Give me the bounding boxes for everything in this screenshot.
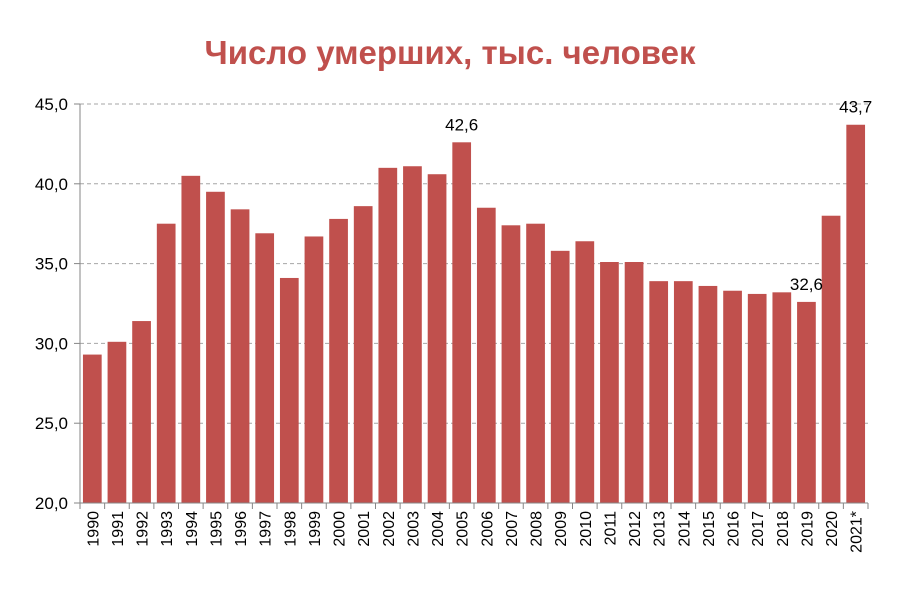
x-tick-label: 1995 [208,511,225,547]
bar-2015 [698,285,718,503]
bar-2010 [575,241,595,504]
bar-1996 [230,209,250,503]
x-tick-label: 2010 [578,511,595,547]
bar-1997 [255,233,275,503]
x-tick-label: 2008 [529,511,546,547]
bar-2006 [476,207,496,504]
bar-2019 [797,301,816,503]
bar-2004 [427,174,447,503]
x-tick-label: 2000 [332,511,349,547]
bar-2014 [673,281,693,503]
y-tick-label: 20,0 [35,494,68,513]
data-label: 43,7 [839,98,872,117]
x-tick-label: 2003 [405,511,422,547]
x-tick-label: 2018 [775,511,792,547]
bar-1994 [181,175,201,503]
x-tick-label: 1999 [307,511,324,547]
x-tick-label: 2013 [652,511,669,547]
chart-title: Число умерших, тыс. человек [204,34,696,71]
data-label: 42,6 [445,115,478,134]
x-tick-label: 1996 [233,511,250,547]
bar-2002 [378,167,398,503]
x-tick-label: 2002 [381,511,398,547]
bar-1998 [279,277,299,503]
x-tick-label: 1998 [282,511,299,547]
bar-1999 [304,236,324,503]
x-tick-label: 2004 [430,511,447,547]
bar-1991 [107,341,127,503]
bar-2008 [526,223,545,503]
bar-1995 [206,191,225,503]
bar-2001 [353,206,373,504]
bar-2009 [550,250,570,503]
x-tick-label: 2017 [750,511,767,547]
bar-1992 [132,321,151,503]
x-tick-label: 2006 [479,511,496,547]
x-tick-label: 1997 [258,511,275,547]
x-tick-label: 2001 [356,511,373,547]
x-tick-label: 2005 [455,511,472,547]
y-tick-label: 40,0 [35,175,68,194]
x-tick-label: 1994 [184,511,201,547]
x-tick-label: 2020 [824,511,841,547]
data-label: 32,6 [790,275,823,294]
x-tick-label: 2016 [726,511,743,547]
bar-2018 [772,292,792,503]
y-tick-label: 30,0 [35,334,68,353]
bar-2011 [600,262,619,503]
bar-2013 [649,281,669,503]
x-tick-label: 2012 [627,511,644,547]
x-tick-label: 2011 [602,511,619,546]
y-tick-label: 35,0 [35,255,68,274]
x-tick-label: 1992 [135,511,152,547]
y-tick-label: 45,0 [35,95,68,114]
bar-2000 [329,218,348,504]
bar-2005 [452,142,472,503]
bar-2021* [846,124,866,504]
x-tick-label: 1991 [110,511,127,547]
bar-2017 [747,293,767,503]
x-tick-label: 1993 [159,511,176,547]
x-tick-label: 2007 [504,511,521,547]
bar-2012 [624,262,644,503]
x-tick-label: 2019 [799,511,816,547]
bar-2016 [723,290,742,503]
bar-2003 [403,166,422,503]
y-tick-label: 25,0 [35,414,68,433]
x-tick-label: 1990 [85,511,102,547]
x-tick-label: 2015 [701,511,718,547]
bar-2020 [821,215,841,503]
x-tick-label: 2014 [676,511,693,547]
x-tick-label: 2009 [553,511,570,547]
bar-1990 [82,354,102,503]
x-tick-label: 2021* [849,511,866,553]
bar-2007 [501,225,521,503]
bar-1993 [156,223,176,503]
